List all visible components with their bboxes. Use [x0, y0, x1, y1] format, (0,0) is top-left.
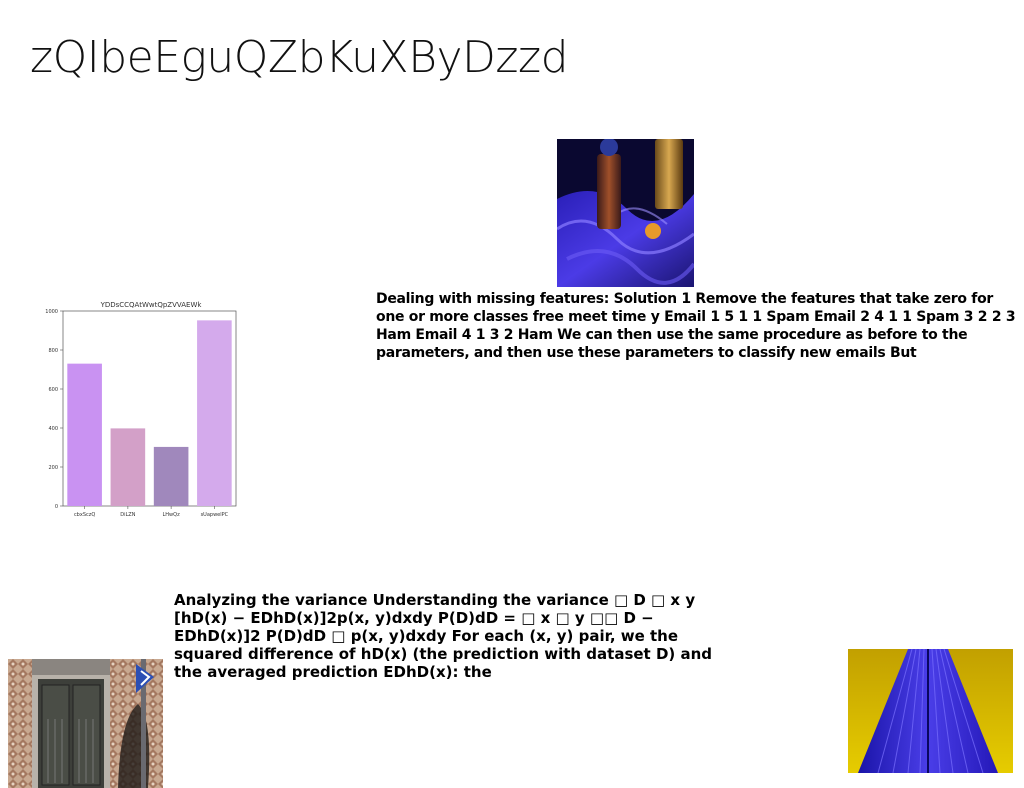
- x-tick-label: cbxSczQ: [74, 512, 95, 518]
- slide-title: zQIbeEguQZbKuXByDzzd: [30, 32, 569, 83]
- door-photo: [8, 659, 163, 788]
- chart-plot-area: [62, 310, 237, 507]
- bottles-photo: [557, 139, 694, 287]
- bar-sUapwelPC: [197, 320, 232, 506]
- y-tick-label: 1000: [45, 309, 58, 315]
- x-tick-label: LHwQz: [163, 512, 181, 518]
- y-tick-label: 600: [48, 387, 58, 393]
- y-tick-label: 200: [48, 465, 58, 471]
- bar-LHwQz: [153, 446, 189, 506]
- tower-photo: [848, 649, 1013, 773]
- y-tick-label: 400: [48, 426, 58, 432]
- text-block-variance: Analyzing the variance Understanding the…: [174, 591, 713, 681]
- y-tick-label: 0: [55, 504, 58, 510]
- y-tick-label: 800: [48, 348, 58, 354]
- x-tick-label: DiLZN: [120, 512, 135, 518]
- bar-cbxSczQ: [67, 363, 102, 506]
- bar-chart: YDDsCCQAtWwtQpZVVAEWk 0 200 400 600 800 1000 c…: [40, 296, 240, 522]
- chart-title: YDDsCCQAtWwtQpZVVAEWk: [100, 301, 203, 309]
- x-tick-label: sUapwelPC: [201, 512, 229, 518]
- bar-DiLZN: [110, 428, 146, 506]
- text-block-features: Dealing with missing features: Solution …: [376, 291, 1016, 361]
